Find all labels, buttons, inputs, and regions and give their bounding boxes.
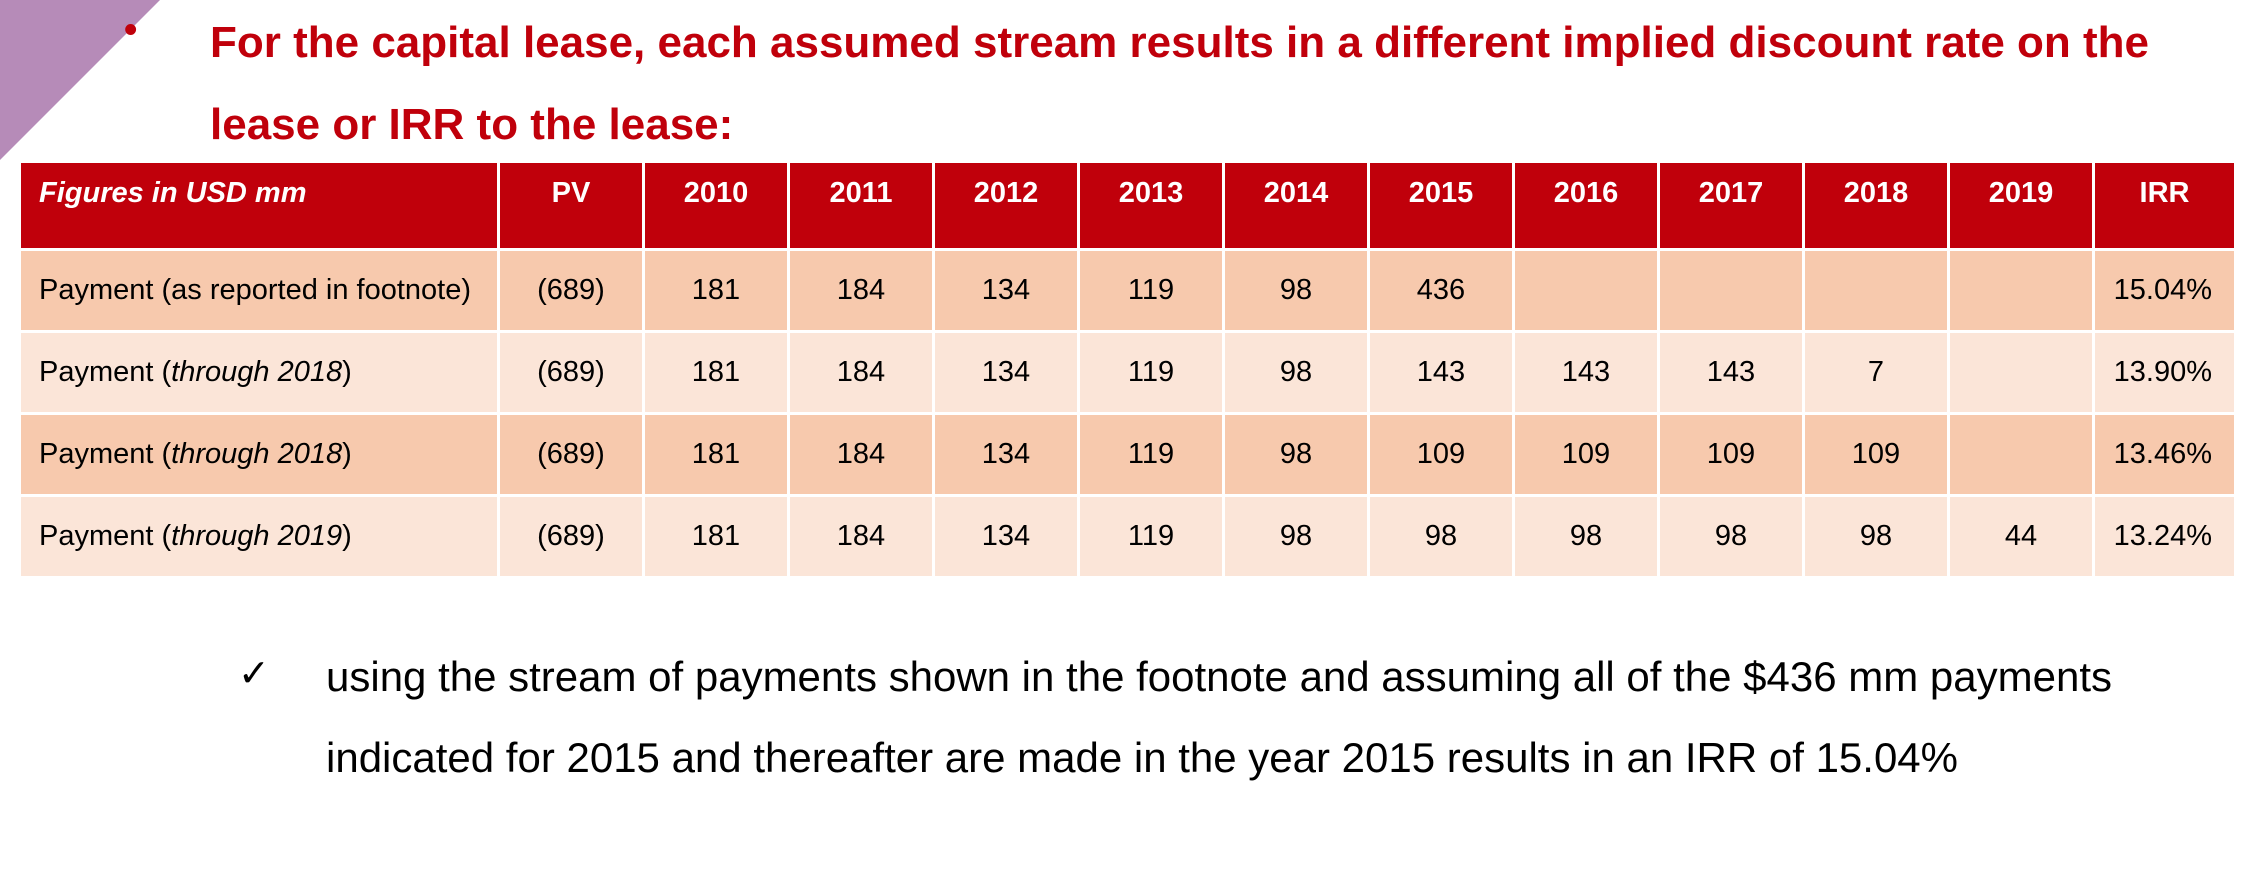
checkmark-icon: ✓ [238,651,270,695]
header-cell-2013: 2013 [1077,160,1225,251]
table-cell: 98 [1802,494,1950,579]
table-cell [1947,330,2095,415]
header-cell-2015: 2015 [1367,160,1515,251]
table-cell [1947,248,2095,333]
table-cell: 98 [1657,494,1805,579]
table-cell: 98 [1222,248,1370,333]
heading-bullet: • [124,9,138,51]
header-cell-2014: 2014 [1222,160,1370,251]
table-cell: 119 [1077,412,1225,497]
table-cell: (689) [497,330,645,415]
header-cell-label: Figures in USD mm [18,160,500,251]
table-cell: 143 [1512,330,1660,415]
row-label-main: Payment ( [39,356,172,388]
row-label-close: ) [342,520,352,552]
header-cell-2019: 2019 [1947,160,2095,251]
table-cell: 98 [1367,494,1515,579]
row-label-close: ) [342,356,352,388]
row-label-cell: Payment (as reported in footnote) [18,248,500,333]
row-label-italic: through 2018 [171,438,343,470]
header-cell-2010: 2010 [642,160,790,251]
table-cell [1802,248,1950,333]
row-label-cell: Payment (through 2019) [18,494,500,579]
table-cell: 109 [1657,412,1805,497]
row-label-italic: through 2019 [171,520,343,552]
slide-heading: For the capital lease, each assumed stre… [210,18,2150,149]
table-cell: 98 [1222,330,1370,415]
note-text: using the stream of payments shown in th… [326,653,2113,781]
table-cell: 109 [1512,412,1660,497]
table-cell: 109 [1802,412,1950,497]
table-cell: 184 [787,494,935,579]
row-label-close: ) [342,438,352,470]
header-cell-pv: PV [497,160,645,251]
row-label-italic: through 2018 [171,356,343,388]
table-cell [1512,248,1660,333]
header-cell-2018: 2018 [1802,160,1950,251]
table-row: Payment (as reported in footnote) (689) … [18,248,2237,333]
table-cell: 44 [1947,494,2095,579]
table-cell: 119 [1077,494,1225,579]
table-header-row: Figures in USD mm PV 2010 2011 2012 2013… [18,160,2237,251]
table-cell: 134 [932,330,1080,415]
table-cell: 98 [1512,494,1660,579]
table-row: Payment (through 2018) (689) 181 184 134… [18,330,2237,415]
table-cell: 98 [1222,412,1370,497]
row-label-cell: Payment (through 2018) [18,412,500,497]
table-cell: 181 [642,330,790,415]
table-cell: (689) [497,412,645,497]
table-cell: 184 [787,248,935,333]
row-label-cell: Payment (through 2018) [18,330,500,415]
table-row: Payment (through 2019) (689) 181 184 134… [18,494,2237,579]
table-cell: 143 [1367,330,1515,415]
table-cell: (689) [497,494,645,579]
table-cell: 119 [1077,330,1225,415]
table-cell: (689) [497,248,645,333]
table-cell [1947,412,2095,497]
irr-cell: 13.46% [2092,412,2237,497]
header-cell-2017: 2017 [1657,160,1805,251]
header-cell-2016: 2016 [1512,160,1660,251]
header-cell-2011: 2011 [787,160,935,251]
table-cell: 109 [1367,412,1515,497]
row-label: Payment (as reported in footnote) [39,274,472,306]
irr-cell: 13.24% [2092,494,2237,579]
table-cell: 134 [932,248,1080,333]
table-cell: 119 [1077,248,1225,333]
header-cell-2012: 2012 [932,160,1080,251]
table-cell: 7 [1802,330,1950,415]
table-cell [1657,248,1805,333]
table-cell: 134 [932,412,1080,497]
table-cell: 98 [1222,494,1370,579]
lease-payment-table: Figures in USD mm PV 2010 2011 2012 2013… [18,160,2237,579]
table-cell: 436 [1367,248,1515,333]
table-row: Payment (through 2018) (689) 181 184 134… [18,412,2237,497]
row-label-main: Payment ( [39,438,172,470]
irr-cell: 13.90% [2092,330,2237,415]
table-cell: 143 [1657,330,1805,415]
corner-triangle-decoration [0,0,160,160]
table-cell: 181 [642,412,790,497]
irr-cell: 15.04% [2092,248,2237,333]
table-cell: 134 [932,494,1080,579]
table-cell: 181 [642,494,790,579]
table-cell: 184 [787,330,935,415]
table-cell: 181 [642,248,790,333]
table-cell: 184 [787,412,935,497]
row-label-main: Payment ( [39,520,172,552]
header-cell-irr: IRR [2092,160,2237,251]
